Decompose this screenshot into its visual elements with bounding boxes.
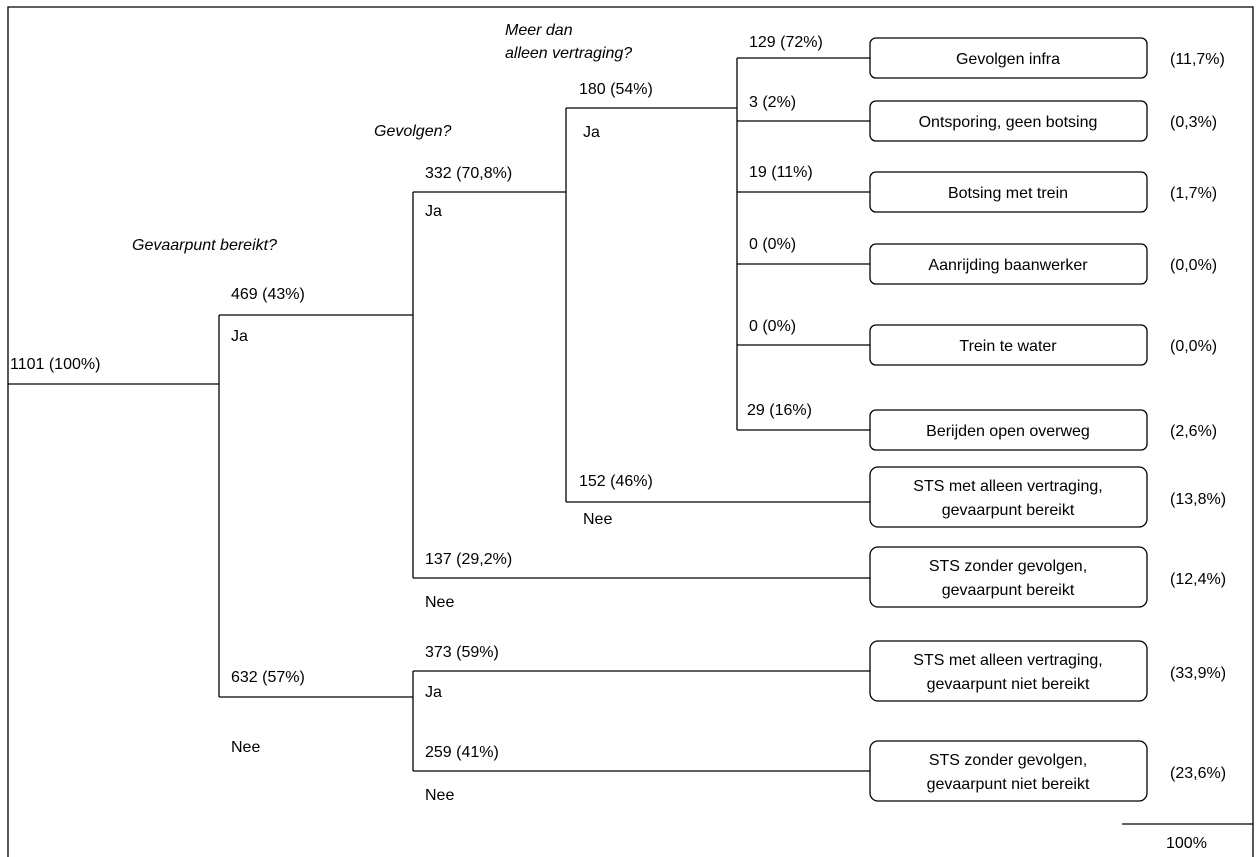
outcome-box-overweg — [869, 409, 1148, 451]
level2-nr-yes-count: 373 (59%) — [425, 644, 499, 661]
level3-no-answer: Nee — [583, 511, 612, 528]
outcome-pct-overweg: (2,6%) — [1170, 423, 1217, 440]
outcome-label-botsing: Botsing met trein — [948, 185, 1068, 202]
outcome-box-zonder-niet-bereikt — [869, 740, 1148, 802]
outcome-box-baanwerker — [869, 243, 1148, 285]
level1-yes-answer: Ja — [231, 328, 248, 345]
outcome-box-ontsporing — [869, 100, 1148, 142]
level2-nr-no-answer: Nee — [425, 787, 454, 804]
level1-no-count: 632 (57%) — [231, 669, 305, 686]
level2-no-answer: Nee — [425, 594, 454, 611]
outcome-label-water: Trein te water — [959, 338, 1057, 355]
outcome-line2-zonder-niet-bereikt: gevaarpunt niet bereikt — [927, 776, 1090, 793]
outcome-pct-water: (0,0%) — [1170, 338, 1217, 355]
question-gevolgen: Gevolgen? — [374, 123, 451, 140]
outcome-box-zonder-bereikt — [869, 546, 1148, 608]
consequence-count-overweg: 29 (16%) — [747, 402, 812, 419]
level2-nr-yes-answer: Ja — [425, 684, 442, 701]
outcome-label-infra: Gevolgen infra — [956, 51, 1060, 68]
outcome-pct-zonder-bereikt: (12,4%) — [1170, 571, 1226, 588]
consequence-count-water: 0 (0%) — [749, 318, 796, 335]
outcome-pct-botsing: (1,7%) — [1170, 185, 1217, 202]
outcome-line2-zonder-bereikt: gevaarpunt bereikt — [942, 582, 1075, 599]
outcome-label-overweg: Berijden open overweg — [926, 423, 1090, 440]
level1-no-answer: Nee — [231, 739, 260, 756]
level2-no-count: 137 (29,2%) — [425, 551, 512, 568]
outcome-line2-vertraging-bereikt: gevaarpunt bereikt — [942, 502, 1075, 519]
consequence-count-botsing: 19 (11%) — [749, 164, 813, 181]
outcome-line1-zonder-bereikt: STS zonder gevolgen, — [929, 558, 1087, 575]
level2-nr-no-count: 259 (41%) — [425, 744, 499, 761]
level1-yes-count: 469 (43%) — [231, 286, 305, 303]
outcome-line1-vertraging-niet-bereikt: STS met alleen vertraging, — [913, 652, 1102, 669]
level2-yes-answer: Ja — [425, 203, 442, 220]
outcome-line2-vertraging-niet-bereikt: gevaarpunt niet bereikt — [927, 676, 1090, 693]
consequence-count-infra: 129 (72%) — [749, 34, 823, 51]
consequence-count-ontsporing: 3 (2%) — [749, 94, 796, 111]
outcome-pct-baanwerker: (0,0%) — [1170, 257, 1217, 274]
outcome-box-water — [869, 324, 1148, 366]
root-count: 1101 (100%) — [10, 356, 100, 373]
level3-yes-answer: Ja — [583, 124, 600, 141]
outcome-box-botsing — [869, 171, 1148, 213]
level2-yes-count: 332 (70,8%) — [425, 165, 512, 182]
outcome-label-baanwerker: Aanrijding baanwerker — [928, 257, 1088, 274]
outcome-pct-vertraging-niet-bereikt: (33,9%) — [1170, 665, 1226, 682]
outcome-box-vertraging-niet-bereikt — [869, 640, 1148, 702]
question-vertraging-line2: alleen vertraging? — [505, 45, 632, 62]
question-gevaarpunt: Gevaarpunt bereikt? — [132, 237, 277, 254]
level3-yes-count: 180 (54%) — [579, 81, 653, 98]
outcome-label-ontsporing: Ontsporing, geen botsing — [919, 114, 1098, 131]
outcome-pct-vertraging-bereikt: (13,8%) — [1170, 491, 1226, 508]
total-percentage: 100% — [1166, 835, 1207, 852]
consequence-count-baanwerker: 0 (0%) — [749, 236, 796, 253]
frame-border — [7, 6, 1254, 857]
level3-no-count: 152 (46%) — [579, 473, 653, 490]
outcome-box-infra — [869, 37, 1148, 79]
outcome-pct-infra: (11,7%) — [1170, 51, 1225, 68]
outcome-pct-zonder-niet-bereikt: (23,6%) — [1170, 765, 1226, 782]
outcome-line1-zonder-niet-bereikt: STS zonder gevolgen, — [929, 752, 1087, 769]
outcome-box-vertraging-bereikt — [869, 466, 1148, 528]
outcome-pct-ontsporing: (0,3%) — [1170, 114, 1217, 131]
question-vertraging-line1: Meer dan — [505, 22, 573, 39]
outcome-line1-vertraging-bereikt: STS met alleen vertraging, — [913, 478, 1102, 495]
